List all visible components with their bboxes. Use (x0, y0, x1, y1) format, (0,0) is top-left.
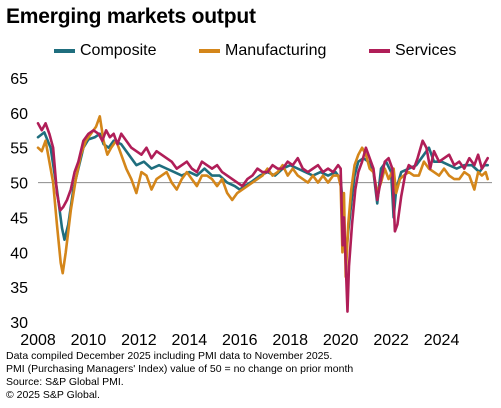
x-tick-label: 2012 (121, 332, 157, 349)
legend-label-composite: Composite (80, 42, 157, 59)
y-tick-label: 30 (10, 315, 28, 332)
legend-item-composite: Composite (54, 42, 156, 60)
x-tick-label: 2008 (20, 332, 56, 349)
x-tick-label: 2010 (71, 332, 107, 349)
footnotes: Data compiled December 2025 including PM… (6, 350, 353, 402)
legend-label-manufacturing: Manufacturing (225, 42, 327, 59)
legend-label-services: Services (395, 42, 457, 59)
footnote-line: Data compiled December 2025 including PM… (6, 350, 333, 362)
legend-item-manufacturing: Manufacturing (199, 42, 326, 60)
footnote-line: Source: S&P Global PMI. (6, 376, 124, 388)
legend-swatch-manufacturing (199, 49, 220, 53)
series-lines (36, 115, 490, 313)
x-tick-label: 2016 (222, 332, 258, 349)
y-tick-label: 50 (10, 176, 28, 193)
x-tick-label: 2020 (323, 332, 359, 349)
series-line-manufacturing (36, 115, 490, 278)
chart-legend: Composite Manufacturing Services (0, 42, 501, 66)
y-tick-label: 45 (10, 210, 28, 227)
y-axis-ticks: 30 35 40 45 50 55 60 65 (10, 71, 28, 332)
y-tick-label: 60 (10, 106, 28, 123)
footnote-line: © 2025 S&P Global. (6, 389, 100, 401)
chart-title: Emerging markets output (6, 5, 256, 28)
y-tick-label: 35 (10, 280, 28, 297)
y-tick-label: 65 (10, 71, 28, 88)
legend-swatch-services (369, 49, 390, 53)
legend-item-services: Services (369, 42, 456, 60)
y-tick-label: 55 (10, 141, 28, 158)
y-tick-label: 40 (10, 245, 28, 262)
x-axis-ticks: 2008 2010 2012 2014 2016 2018 2020 2022 2024 (20, 332, 459, 349)
legend-swatch-composite (54, 49, 75, 53)
footnote-line: PMI (Purchasing Managers' Index) value o… (6, 363, 354, 375)
series-line-services (36, 122, 490, 313)
line-chart: 30 35 40 45 50 55 60 65 2008 2010 2012 2014 2016 201… (10, 71, 492, 349)
x-tick-label: 2014 (172, 332, 208, 349)
x-tick-label: 2024 (424, 332, 460, 349)
x-tick-label: 2022 (373, 332, 409, 349)
x-tick-label: 2018 (272, 332, 308, 349)
